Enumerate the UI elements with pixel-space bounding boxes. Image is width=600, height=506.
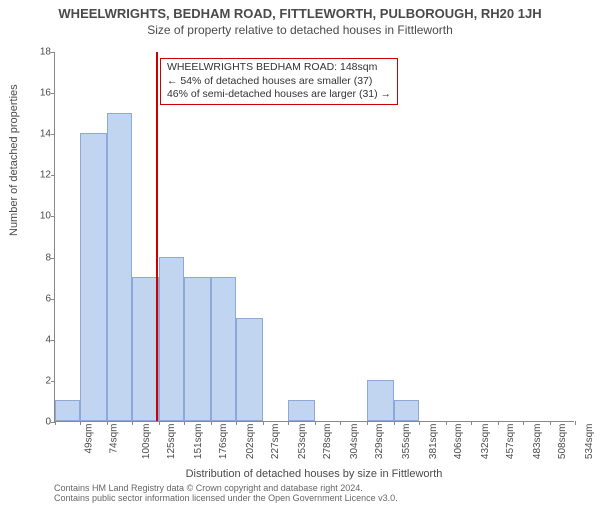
x-tick-label: 253sqm <box>297 424 308 460</box>
histogram-bar <box>80 133 107 421</box>
x-tick-label: 100sqm <box>141 424 152 460</box>
x-tick-label: 534sqm <box>584 424 595 460</box>
property-marker-line <box>156 52 158 421</box>
y-axis-label: Number of detached properties <box>8 84 20 236</box>
chart-title-sub: Size of property relative to detached ho… <box>0 23 600 37</box>
y-tick-label: 16 <box>25 88 51 99</box>
x-axis-label: Distribution of detached houses by size … <box>54 468 574 480</box>
x-tick-label: 125sqm <box>167 424 178 460</box>
annotation-line: ← 54% of detached houses are smaller (37… <box>167 75 391 89</box>
x-tick-label: 74sqm <box>109 424 120 454</box>
chart-title-main: WHEELWRIGHTS, BEDHAM ROAD, FITTLEWORTH, … <box>0 6 600 21</box>
x-tick-label: 227sqm <box>271 424 282 460</box>
x-tick-label: 508sqm <box>557 424 568 460</box>
y-tick-label: 6 <box>25 293 51 304</box>
y-tick-label: 0 <box>25 417 51 428</box>
x-tick-label: 49sqm <box>84 424 95 454</box>
chart-footer: Contains HM Land Registry data © Crown c… <box>54 484 398 504</box>
x-tick-label: 202sqm <box>245 424 256 460</box>
annotation-line: WHEELWRIGHTS BEDHAM ROAD: 148sqm <box>167 61 391 75</box>
y-tick-label: 12 <box>25 170 51 181</box>
x-tick-label: 432sqm <box>480 424 491 460</box>
footer-line-2: Contains public sector information licen… <box>54 494 398 504</box>
x-tick-label: 329sqm <box>375 424 386 460</box>
histogram-bar <box>236 318 263 421</box>
x-tick-label: 304sqm <box>349 424 360 460</box>
y-tick-label: 2 <box>25 375 51 386</box>
y-tick-label: 18 <box>25 47 51 58</box>
histogram-bar <box>159 257 184 421</box>
x-tick-label: 278sqm <box>323 424 334 460</box>
x-tick-label: 381sqm <box>428 424 439 460</box>
histogram-bar <box>107 113 132 421</box>
x-tick-label: 151sqm <box>193 424 204 460</box>
annotation-line: 46% of semi-detached houses are larger (… <box>167 88 391 102</box>
histogram-bar <box>394 400 419 421</box>
histogram-bar <box>55 400 80 421</box>
y-tick-label: 10 <box>25 211 51 222</box>
y-tick-label: 14 <box>25 129 51 140</box>
histogram-bar <box>367 380 394 421</box>
x-tick-label: 176sqm <box>219 424 230 460</box>
plot-area: 02468101214161849sqm74sqm100sqm125sqm151… <box>54 52 574 422</box>
y-tick-label: 8 <box>25 252 51 263</box>
x-tick-label: 355sqm <box>401 424 412 460</box>
annotation-box: WHEELWRIGHTS BEDHAM ROAD: 148sqm← 54% of… <box>160 58 398 105</box>
histogram-bar <box>211 277 236 421</box>
x-tick-label: 406sqm <box>453 424 464 460</box>
x-tick-label: 483sqm <box>532 424 543 460</box>
x-tick-label: 457sqm <box>505 424 516 460</box>
chart-area: 02468101214161849sqm74sqm100sqm125sqm151… <box>54 52 574 422</box>
y-tick-label: 4 <box>25 334 51 345</box>
histogram-bar <box>184 277 211 421</box>
histogram-bar <box>288 400 315 421</box>
